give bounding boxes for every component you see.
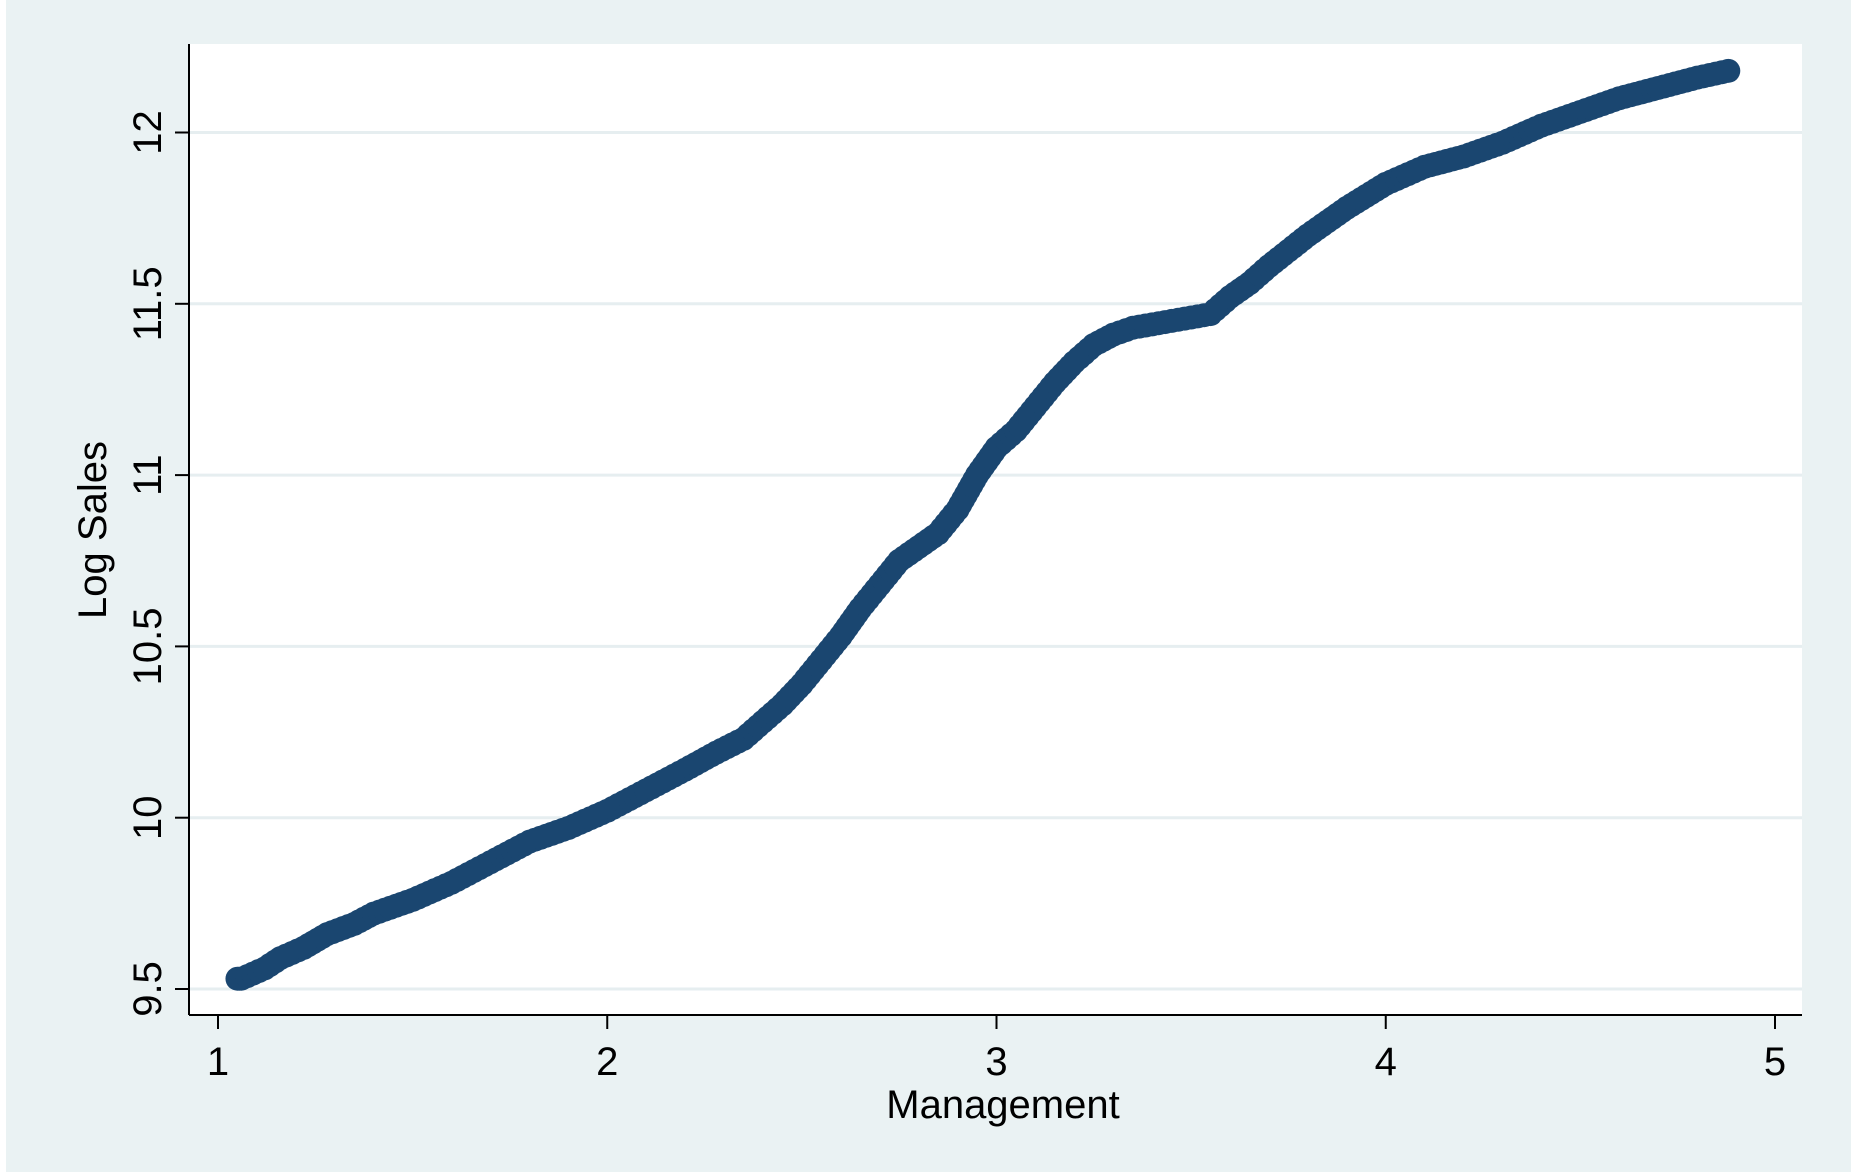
y-tick-label: 12 [126,110,170,155]
data-point [1716,59,1740,83]
x-tick-label: 4 [1375,1040,1397,1084]
y-tick-label: 9.5 [126,961,170,1017]
x-tick-label: 2 [596,1040,618,1084]
x-tick-label: 1 [207,1040,229,1084]
y-tick-label: 11 [126,454,170,496]
chart-frame: 9.5 10 10.5 11 11.5 12 1 2 3 4 5 Management Log Sa… [6,0,1851,1172]
y-axis-title: Log Sales [71,441,115,619]
y-tick-label: 10 [126,795,170,840]
x-tick-label: 3 [985,1040,1007,1084]
x-tick-label: 5 [1764,1040,1786,1084]
y-tick-label: 11.5 [126,266,170,341]
x-axis-title: Management [886,1083,1119,1127]
plot-area [189,44,1802,1015]
y-tick-label: 10.5 [126,607,170,685]
